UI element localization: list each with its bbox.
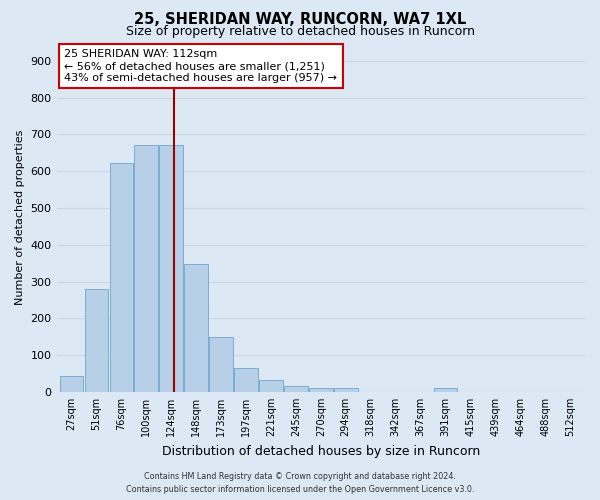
Bar bbox=[284, 386, 308, 392]
Bar bbox=[334, 388, 358, 392]
Bar bbox=[110, 163, 133, 392]
Bar bbox=[134, 146, 158, 392]
Bar bbox=[209, 338, 233, 392]
Bar bbox=[160, 146, 183, 392]
Bar bbox=[184, 264, 208, 392]
Text: 25 SHERIDAN WAY: 112sqm
← 56% of detached houses are smaller (1,251)
43% of semi: 25 SHERIDAN WAY: 112sqm ← 56% of detache… bbox=[64, 50, 337, 82]
Text: Contains HM Land Registry data © Crown copyright and database right 2024.
Contai: Contains HM Land Registry data © Crown c… bbox=[126, 472, 474, 494]
Text: Size of property relative to detached houses in Runcorn: Size of property relative to detached ho… bbox=[125, 25, 475, 38]
Bar bbox=[234, 368, 258, 392]
Bar bbox=[259, 380, 283, 392]
X-axis label: Distribution of detached houses by size in Runcorn: Distribution of detached houses by size … bbox=[161, 444, 480, 458]
Text: 25, SHERIDAN WAY, RUNCORN, WA7 1XL: 25, SHERIDAN WAY, RUNCORN, WA7 1XL bbox=[134, 12, 466, 28]
Bar bbox=[309, 388, 332, 392]
Bar bbox=[85, 289, 108, 392]
Bar bbox=[434, 388, 457, 392]
Y-axis label: Number of detached properties: Number of detached properties bbox=[15, 130, 25, 305]
Bar bbox=[59, 376, 83, 392]
